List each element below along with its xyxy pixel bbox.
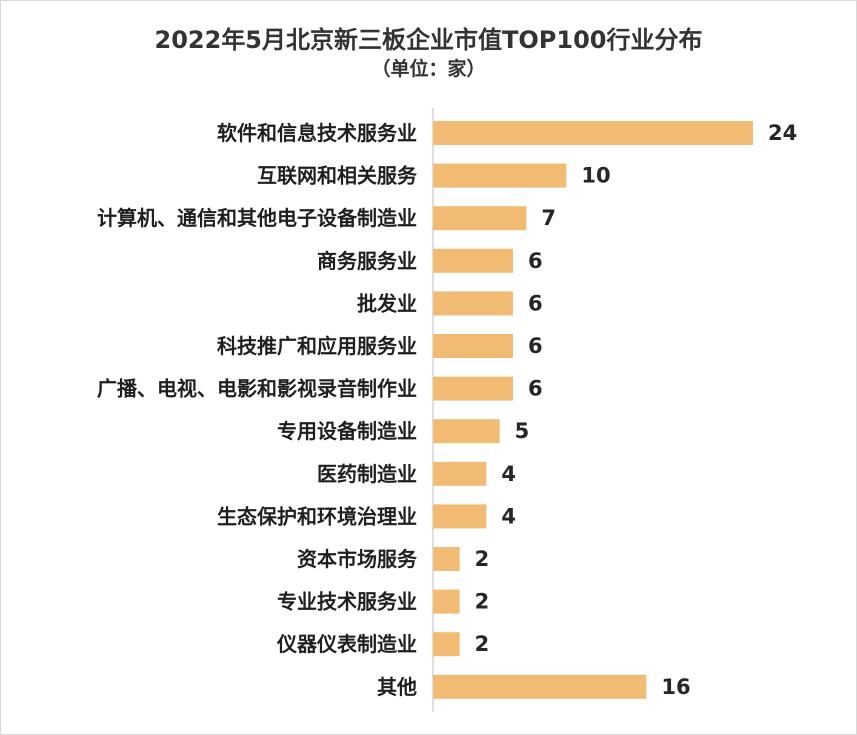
category-label-科技推广和应用服务业: 科技推广和应用服务业: [217, 334, 417, 358]
bar-专用设备制造业: [433, 419, 500, 444]
bar-其他: [433, 674, 647, 699]
value-label-软件和信息技术服务业: 24: [768, 121, 797, 145]
category-label-其他: 其他: [377, 675, 417, 699]
chart-subtitle: （单位：家）: [371, 58, 486, 80]
category-label-软件和信息技术服务业: 软件和信息技术服务业: [217, 121, 417, 145]
bar-科技推广和应用服务业: [433, 334, 513, 358]
category-label-资本市场服务: 资本市场服务: [297, 547, 418, 571]
chart-title: 2022年5月北京新三板企业市值TOP100行业分布: [154, 26, 703, 54]
value-label-资本市场服务: 2: [475, 547, 490, 571]
value-label-批发业: 6: [528, 291, 543, 315]
category-label-专用设备制造业: 专用设备制造业: [277, 419, 417, 443]
category-label-医药制造业: 医药制造业: [317, 462, 417, 486]
bar-批发业: [433, 291, 513, 316]
category-label-批发业: 批发业: [357, 291, 417, 315]
bar-软件和信息技术服务业: [433, 121, 753, 145]
value-label-互联网和相关服务: 10: [581, 164, 610, 188]
value-label-专用设备制造业: 5: [515, 419, 530, 443]
category-label-广播-电视-电影和影视录音制作业: 广播、电视、电影和影视录音制作业: [97, 377, 417, 401]
value-label-计算机-通信和其他电子设备制造业: 7: [541, 206, 556, 230]
category-label-生态保护和环境治理业: 生态保护和环境治理业: [217, 504, 417, 528]
value-label-广播-电视-电影和影视录音制作业: 6: [528, 377, 543, 401]
bar-计算机-通信和其他电子设备制造业: [433, 206, 527, 231]
bar-医药制造业: [433, 461, 487, 486]
category-label-计算机-通信和其他电子设备制造业: 计算机、通信和其他电子设备制造业: [97, 206, 417, 230]
value-label-医药制造业: 4: [501, 462, 516, 486]
value-label-科技推广和应用服务业: 6: [528, 334, 543, 358]
bar-广播-电视-电影和影视录音制作业: [433, 376, 513, 401]
category-label-商务服务业: 商务服务业: [317, 249, 417, 273]
bar-专业技术服务业: [433, 589, 460, 614]
value-label-商务服务业: 6: [528, 249, 543, 273]
bar-资本市场服务: [433, 547, 460, 571]
value-label-生态保护和环境治理业: 4: [501, 504, 516, 528]
value-label-专业技术服务业: 2: [475, 590, 490, 614]
bar-互联网和相关服务: [433, 163, 567, 188]
category-label-专业技术服务业: 专业技术服务业: [277, 590, 417, 614]
bar-仪器仪表制造业: [433, 632, 460, 657]
bar-生态保护和环境治理业: [433, 504, 487, 529]
bar-商务服务业: [433, 248, 513, 273]
category-label-仪器仪表制造业: 仪器仪表制造业: [276, 632, 417, 656]
value-label-其他: 16: [661, 675, 690, 699]
value-label-仪器仪表制造业: 2: [475, 632, 490, 656]
category-label-互联网和相关服务: 互联网和相关服务: [257, 164, 418, 188]
